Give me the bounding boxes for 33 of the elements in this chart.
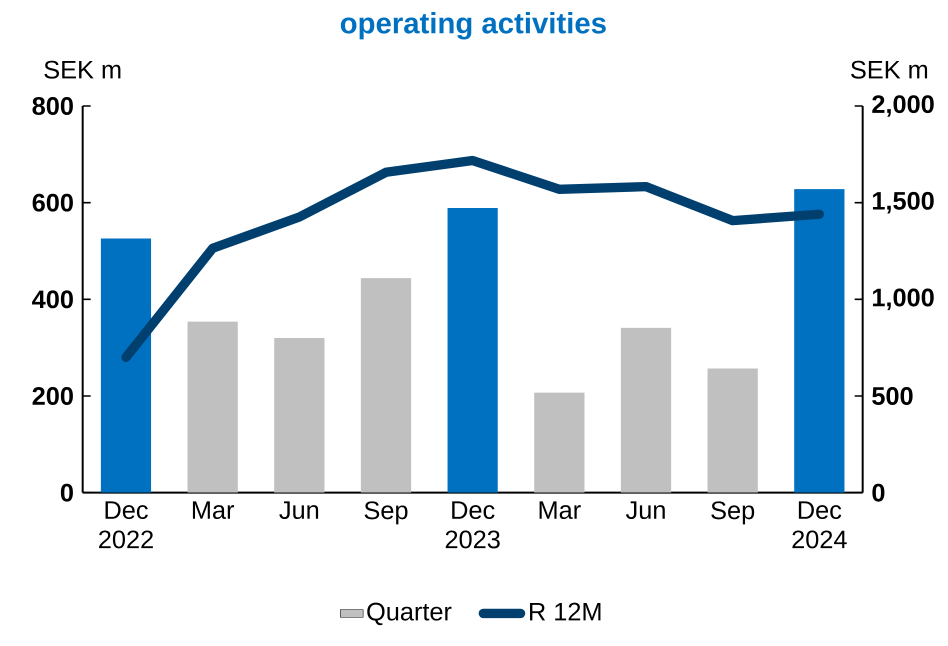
legend-label: Quarter [367, 602, 452, 626]
x-tick-label: Sep [711, 501, 754, 524]
x-tick-label: Jun [626, 501, 665, 520]
legend-label: R 12M [530, 602, 600, 620]
bar [448, 208, 498, 493]
y-tick-label: 0 [60, 484, 73, 502]
bar [708, 368, 758, 493]
x-tick-label: Sep [364, 501, 408, 524]
x-tick-label: Dec 2024 [792, 501, 847, 548]
bar [794, 189, 844, 493]
bar [274, 338, 324, 493]
y2-tick-label: 1,500 [872, 192, 934, 214]
y2-tick-label: 500 [872, 387, 913, 405]
x-tick-label: Mar [540, 501, 581, 520]
x-tick-label: Mar [192, 501, 234, 520]
chart-title: operating activities [340, 12, 606, 40]
y2-axis-title: SEK m [851, 60, 928, 79]
y-tick-label: 200 [32, 387, 73, 405]
x-tick-label: Jun [279, 501, 318, 520]
y-tick-label: 800 [32, 97, 73, 115]
bar [534, 392, 584, 493]
bar [188, 322, 238, 493]
bar [360, 278, 412, 493]
y-axis-title: SEK m [44, 60, 120, 79]
y-tick-label: 600 [32, 194, 73, 212]
x-tick-label: Dec 2023 [446, 501, 500, 548]
bar [100, 238, 152, 493]
bar [620, 328, 672, 493]
x-tick-label: Dec 2022 [99, 501, 153, 548]
y2-tick-label: 2,000 [872, 95, 934, 117]
y-tick-label: 400 [32, 290, 73, 308]
y2-tick-label: 1,000 [872, 288, 934, 310]
y2-tick-label: 0 [872, 484, 884, 502]
